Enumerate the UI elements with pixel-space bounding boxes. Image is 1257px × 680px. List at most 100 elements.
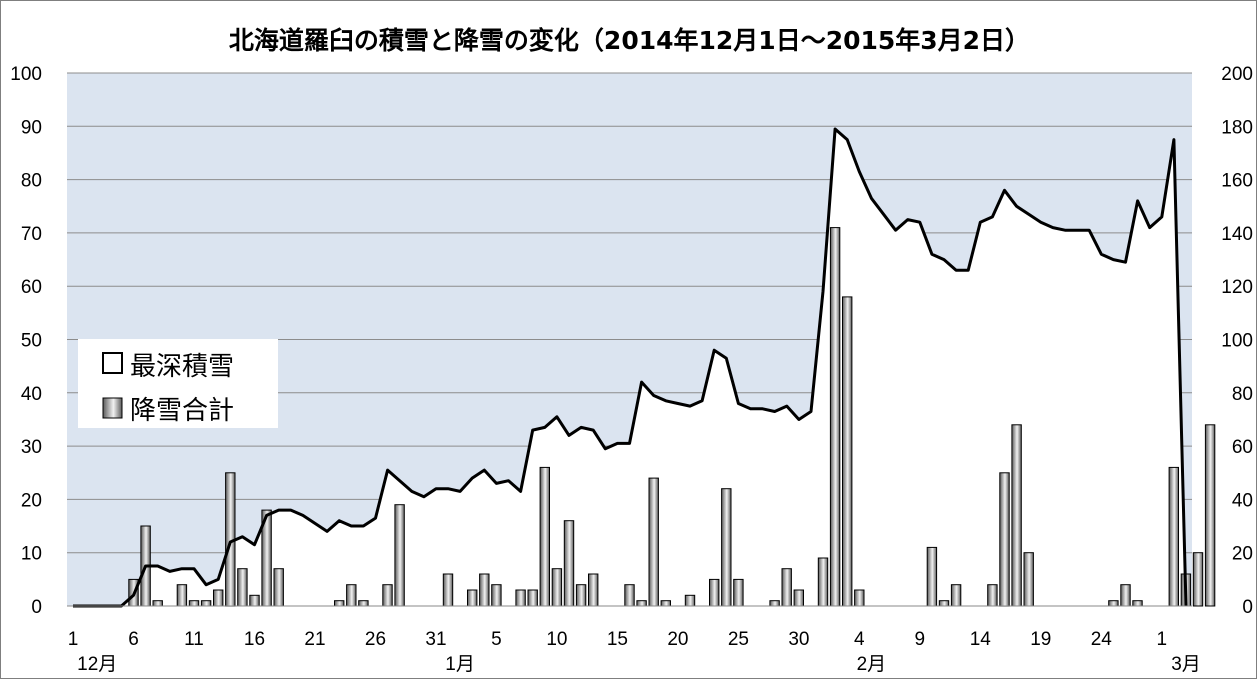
- snowfall-bar: [188, 600, 200, 607]
- x-tick-label: 30: [788, 629, 809, 650]
- snowfall-bar: [551, 568, 563, 607]
- snowfall-bar: [346, 584, 357, 607]
- snowfall-bar: [394, 504, 405, 607]
- legend: 最深積雪 降雪合計: [78, 339, 278, 428]
- snowfall-bar: [1023, 552, 1034, 607]
- snowfall-bar: [636, 600, 647, 607]
- x-tick-label: 31: [425, 629, 446, 650]
- snowfall-bar: [842, 296, 853, 607]
- right-tick-label: 60: [1232, 437, 1253, 458]
- snowfall-bar: [684, 594, 696, 607]
- snowfall-bar: [563, 520, 575, 607]
- month-label: 2月: [857, 654, 887, 675]
- snowfall-bar: [1204, 424, 1216, 607]
- left-tick-label: 80: [21, 171, 42, 192]
- right-tick-label: 40: [1232, 490, 1253, 511]
- legend-swatch-snowfall: [102, 397, 123, 419]
- snowfall-bar: [648, 477, 659, 607]
- snow-depth-line: [73, 127, 1188, 608]
- x-tick-label: 1: [1157, 629, 1168, 650]
- x-tick-label: 20: [667, 629, 688, 650]
- snowfall-bar: [382, 584, 393, 607]
- snowfall-bar: [200, 600, 212, 607]
- snowfall-bar: [539, 466, 550, 607]
- right-tick-label: 200: [1221, 64, 1253, 85]
- snowfall-bars: [128, 227, 1216, 607]
- snowfall-bar: [467, 589, 478, 607]
- left-tick-label: 70: [21, 224, 42, 245]
- snowfall-bar: [1132, 600, 1143, 607]
- snowfall-bar: [624, 584, 635, 607]
- left-tick-label: 30: [21, 437, 42, 458]
- right-tick-label: 0: [1242, 597, 1253, 618]
- snowfall-bar: [721, 488, 732, 607]
- right-tick-label: 160: [1221, 171, 1253, 192]
- snowfall-bar: [733, 578, 744, 607]
- left-axis: 0 10 20 30 40 50 60 70 80 90 100: [10, 64, 42, 618]
- snowfall-bar: [442, 573, 454, 607]
- snowfall-bar: [854, 589, 865, 607]
- snowfall-bar: [709, 578, 720, 607]
- x-tick-label: 25: [728, 629, 749, 650]
- snowfall-bar: [926, 546, 938, 607]
- right-tick-label: 140: [1221, 224, 1253, 245]
- x-tick-label: 9: [915, 629, 926, 650]
- left-tick-label: 20: [21, 490, 42, 511]
- snowfall-bar: [491, 584, 502, 607]
- right-tick-label: 80: [1232, 384, 1253, 405]
- snowfall-bar: [249, 594, 260, 607]
- snowfall-bar: [588, 573, 599, 607]
- month-label: 1月: [445, 654, 475, 675]
- snowfall-bar: [1120, 584, 1131, 607]
- snowfall-bar: [817, 557, 829, 607]
- month-label: 3月: [1171, 654, 1201, 675]
- snowfall-bar: [515, 589, 526, 607]
- x-axis: 1 6 11 16 21 26 31 5 10 15 20 25 30 4 9 14 19 24 1: [68, 629, 1167, 650]
- x-tick-label: 15: [607, 629, 628, 650]
- legend-swatch-snow-depth: [102, 352, 123, 374]
- left-tick-label: 40: [21, 384, 42, 405]
- x-tick-label: 26: [365, 629, 386, 650]
- left-tick-label: 90: [21, 117, 42, 138]
- snowfall-bar: [1011, 424, 1022, 607]
- left-tick-label: 100: [10, 64, 42, 85]
- snowfall-bar: [987, 584, 998, 607]
- snowfall-bar: [527, 589, 538, 607]
- chart-title: 北海道羅臼の積雪と降雪の変化（2014年12月1日～2015年3月2日）: [228, 26, 1031, 55]
- snowfall-bar: [273, 568, 284, 607]
- x-tick-label: 6: [128, 629, 139, 650]
- snowfall-bar: [152, 600, 163, 607]
- right-tick-label: 100: [1221, 331, 1253, 352]
- snowfall-bar: [660, 600, 671, 607]
- snowfall-bar: [829, 227, 841, 607]
- x-tick-label: 14: [970, 629, 992, 650]
- x-tick-label: 21: [304, 629, 325, 650]
- snowfall-bar: [938, 600, 950, 607]
- snowfall-bar: [793, 589, 804, 607]
- snowfall-bar: [950, 584, 962, 607]
- snowfall-bar: [237, 568, 248, 607]
- x-tick-label: 4: [854, 629, 865, 650]
- snowfall-bar: [1192, 552, 1204, 607]
- snowfall-bar: [575, 584, 587, 607]
- snowfall-bar: [479, 573, 490, 607]
- snowfall-bar: [334, 600, 345, 607]
- snow-depth-area: [73, 129, 1186, 606]
- legend-label-snowfall: 降雪合計: [130, 396, 234, 426]
- snowfall-bar: [999, 472, 1010, 607]
- snowfall-bar: [358, 600, 369, 607]
- snowfall-bar: [1108, 600, 1119, 607]
- month-labels: 12月 1月 2月 3月: [77, 654, 1201, 675]
- snowfall-bar: [1168, 466, 1179, 607]
- right-axis: 0 20 40 60 80 100 120 140 160 180 200: [1221, 64, 1253, 618]
- x-tick-label: 19: [1030, 629, 1051, 650]
- snowfall-bar: [213, 589, 224, 607]
- left-tick-label: 60: [21, 277, 42, 298]
- x-tick-label: 16: [244, 629, 265, 650]
- right-tick-label: 20: [1232, 544, 1253, 565]
- snowfall-bar: [176, 584, 188, 607]
- right-tick-label: 180: [1221, 117, 1253, 138]
- month-label: 12月: [77, 654, 117, 675]
